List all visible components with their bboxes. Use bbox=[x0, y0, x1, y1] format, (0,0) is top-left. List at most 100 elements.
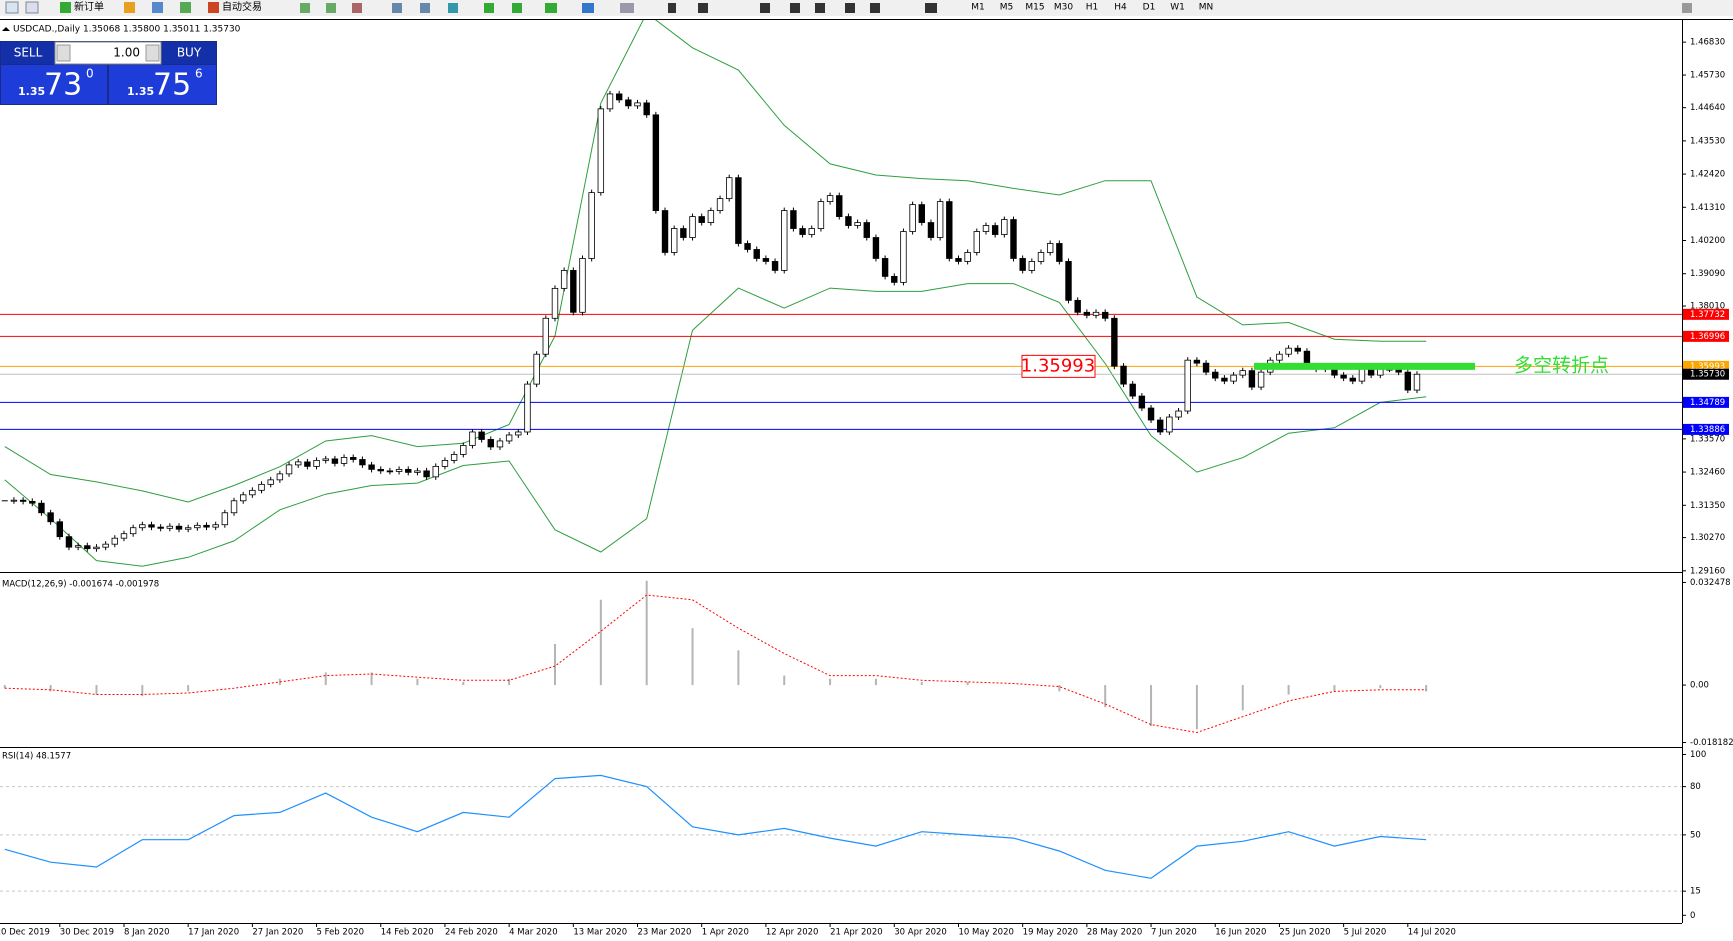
icon[interactable] bbox=[845, 3, 855, 13]
icon[interactable] bbox=[180, 2, 191, 13]
timeframe-button[interactable]: D1 bbox=[1143, 3, 1156, 13]
y-tick-label: 1.43530 bbox=[1690, 136, 1725, 146]
candle-body bbox=[221, 512, 229, 526]
candle-body bbox=[982, 225, 990, 232]
candle-body bbox=[175, 525, 183, 530]
timeframe-button[interactable]: M1 bbox=[971, 3, 985, 13]
lot-value[interactable]: 1.00 bbox=[113, 46, 140, 60]
ask-box[interactable] bbox=[109, 65, 216, 104]
icon[interactable] bbox=[545, 3, 557, 13]
candle-body bbox=[460, 445, 467, 455]
icon[interactable] bbox=[870, 3, 880, 13]
candle-body bbox=[313, 460, 320, 467]
timeframe-button[interactable]: W1 bbox=[1170, 3, 1185, 13]
icon[interactable] bbox=[925, 3, 937, 13]
auto-trading-icon[interactable] bbox=[208, 2, 219, 13]
icon[interactable] bbox=[5, 1, 19, 14]
candle-body bbox=[1184, 359, 1191, 412]
bid-box[interactable] bbox=[1, 65, 107, 104]
level-box bbox=[1683, 396, 1729, 408]
icon[interactable] bbox=[815, 3, 825, 13]
candle-body bbox=[157, 526, 164, 529]
icon[interactable] bbox=[25, 1, 39, 14]
candle-body bbox=[615, 93, 623, 101]
candle-body bbox=[386, 470, 394, 473]
candle-body bbox=[588, 192, 595, 259]
ask-big: 1.35 bbox=[127, 85, 154, 98]
auto-trading[interactable]: 自动交易 bbox=[222, 0, 262, 13]
candle-body bbox=[93, 546, 100, 550]
timeframes: M1 M5 M15 M30 H1 H4 D1 W1 MN bbox=[971, 3, 1213, 13]
sell-button[interactable] bbox=[1, 42, 55, 64]
icon[interactable] bbox=[512, 3, 522, 13]
candle-body bbox=[927, 222, 935, 238]
timeframe-button[interactable]: M30 bbox=[1054, 3, 1073, 13]
lot-up[interactable] bbox=[145, 44, 160, 62]
annotation: 多空转折点 bbox=[1514, 354, 1609, 376]
icon[interactable] bbox=[620, 3, 634, 13]
icon[interactable] bbox=[484, 3, 494, 13]
icon[interactable] bbox=[790, 3, 800, 13]
candle-body bbox=[799, 228, 806, 235]
y-tick-label: 1.41310 bbox=[1690, 203, 1725, 213]
timeframe-button[interactable]: H1 bbox=[1086, 3, 1099, 13]
rsi-line bbox=[4, 774, 1427, 879]
y-tick-label: 1.44640 bbox=[1690, 103, 1725, 113]
candle-body bbox=[1193, 359, 1201, 364]
candle-body bbox=[1166, 416, 1173, 433]
candle-body bbox=[1404, 371, 1412, 391]
timeframe-button[interactable]: MN bbox=[1199, 3, 1214, 13]
x-tick-label: 12 Apr 2020 bbox=[766, 928, 819, 938]
lot-down[interactable] bbox=[56, 44, 71, 62]
candle-body bbox=[1175, 410, 1182, 418]
y-tick-label: 1.33570 bbox=[1690, 434, 1725, 444]
y-tick-label: 1.45730 bbox=[1690, 71, 1725, 81]
x-tick-label: 13 Mar 2020 bbox=[573, 928, 627, 938]
icon[interactable] bbox=[582, 3, 594, 13]
candle-body bbox=[726, 177, 733, 200]
icon[interactable] bbox=[300, 3, 310, 13]
icon[interactable] bbox=[326, 3, 336, 13]
icon[interactable] bbox=[698, 3, 708, 13]
timeframe-button[interactable]: M15 bbox=[1025, 3, 1044, 13]
x-tick-label: 16 Jun 2020 bbox=[1215, 928, 1266, 938]
candle-body bbox=[551, 287, 559, 319]
buy-label[interactable]: BUY bbox=[177, 46, 202, 60]
new-order-icon[interactable] bbox=[60, 2, 71, 13]
plot-area: 1.46830 1.45730 1.44640 1.43530 1.42420 1.413… bbox=[0, 20, 1733, 938]
x-tick-label: 24 Feb 2020 bbox=[445, 928, 498, 938]
chart-title: USDCAD.,Daily 1.35068 1.35800 1.35011 1.… bbox=[13, 25, 241, 35]
candle-body bbox=[891, 276, 898, 283]
icon[interactable] bbox=[392, 3, 402, 13]
icon[interactable] bbox=[124, 2, 135, 13]
y-tick-label: 1.39090 bbox=[1690, 269, 1725, 279]
x-tick-label: 7 Jun 2020 bbox=[1151, 928, 1197, 938]
candle-body bbox=[881, 258, 889, 277]
icon[interactable] bbox=[448, 3, 458, 13]
toolbar: 新订单 自动交易 M1 M5 M15 M30 H1 H4 D1 W1 MN bbox=[0, 0, 1733, 16]
lot-input[interactable] bbox=[54, 41, 162, 65]
y-tick-label: 1.38010 bbox=[1690, 302, 1725, 312]
candle-body bbox=[863, 222, 870, 238]
icon[interactable] bbox=[152, 2, 163, 13]
icon[interactable] bbox=[760, 3, 770, 13]
candle-body bbox=[515, 431, 522, 436]
x-tick-label: 25 Jun 2020 bbox=[1279, 928, 1330, 938]
candle-body bbox=[991, 225, 999, 235]
timeframe-button[interactable]: H4 bbox=[1114, 3, 1127, 13]
candle-body bbox=[955, 258, 962, 262]
new-order[interactable]: 新订单 bbox=[74, 0, 104, 13]
candle-body bbox=[212, 524, 219, 528]
candle-body bbox=[1248, 370, 1256, 388]
candle-body bbox=[1340, 374, 1347, 379]
icon[interactable] bbox=[668, 3, 676, 13]
icon[interactable] bbox=[1682, 3, 1692, 13]
icon[interactable] bbox=[352, 3, 362, 13]
buy-button[interactable] bbox=[162, 42, 216, 64]
timeframe-button[interactable]: M5 bbox=[1000, 3, 1014, 13]
candle-body bbox=[735, 177, 742, 244]
candle-body bbox=[808, 228, 815, 235]
icon[interactable] bbox=[420, 3, 430, 13]
candle-body bbox=[194, 524, 201, 529]
sell-label[interactable]: SELL bbox=[14, 46, 43, 60]
